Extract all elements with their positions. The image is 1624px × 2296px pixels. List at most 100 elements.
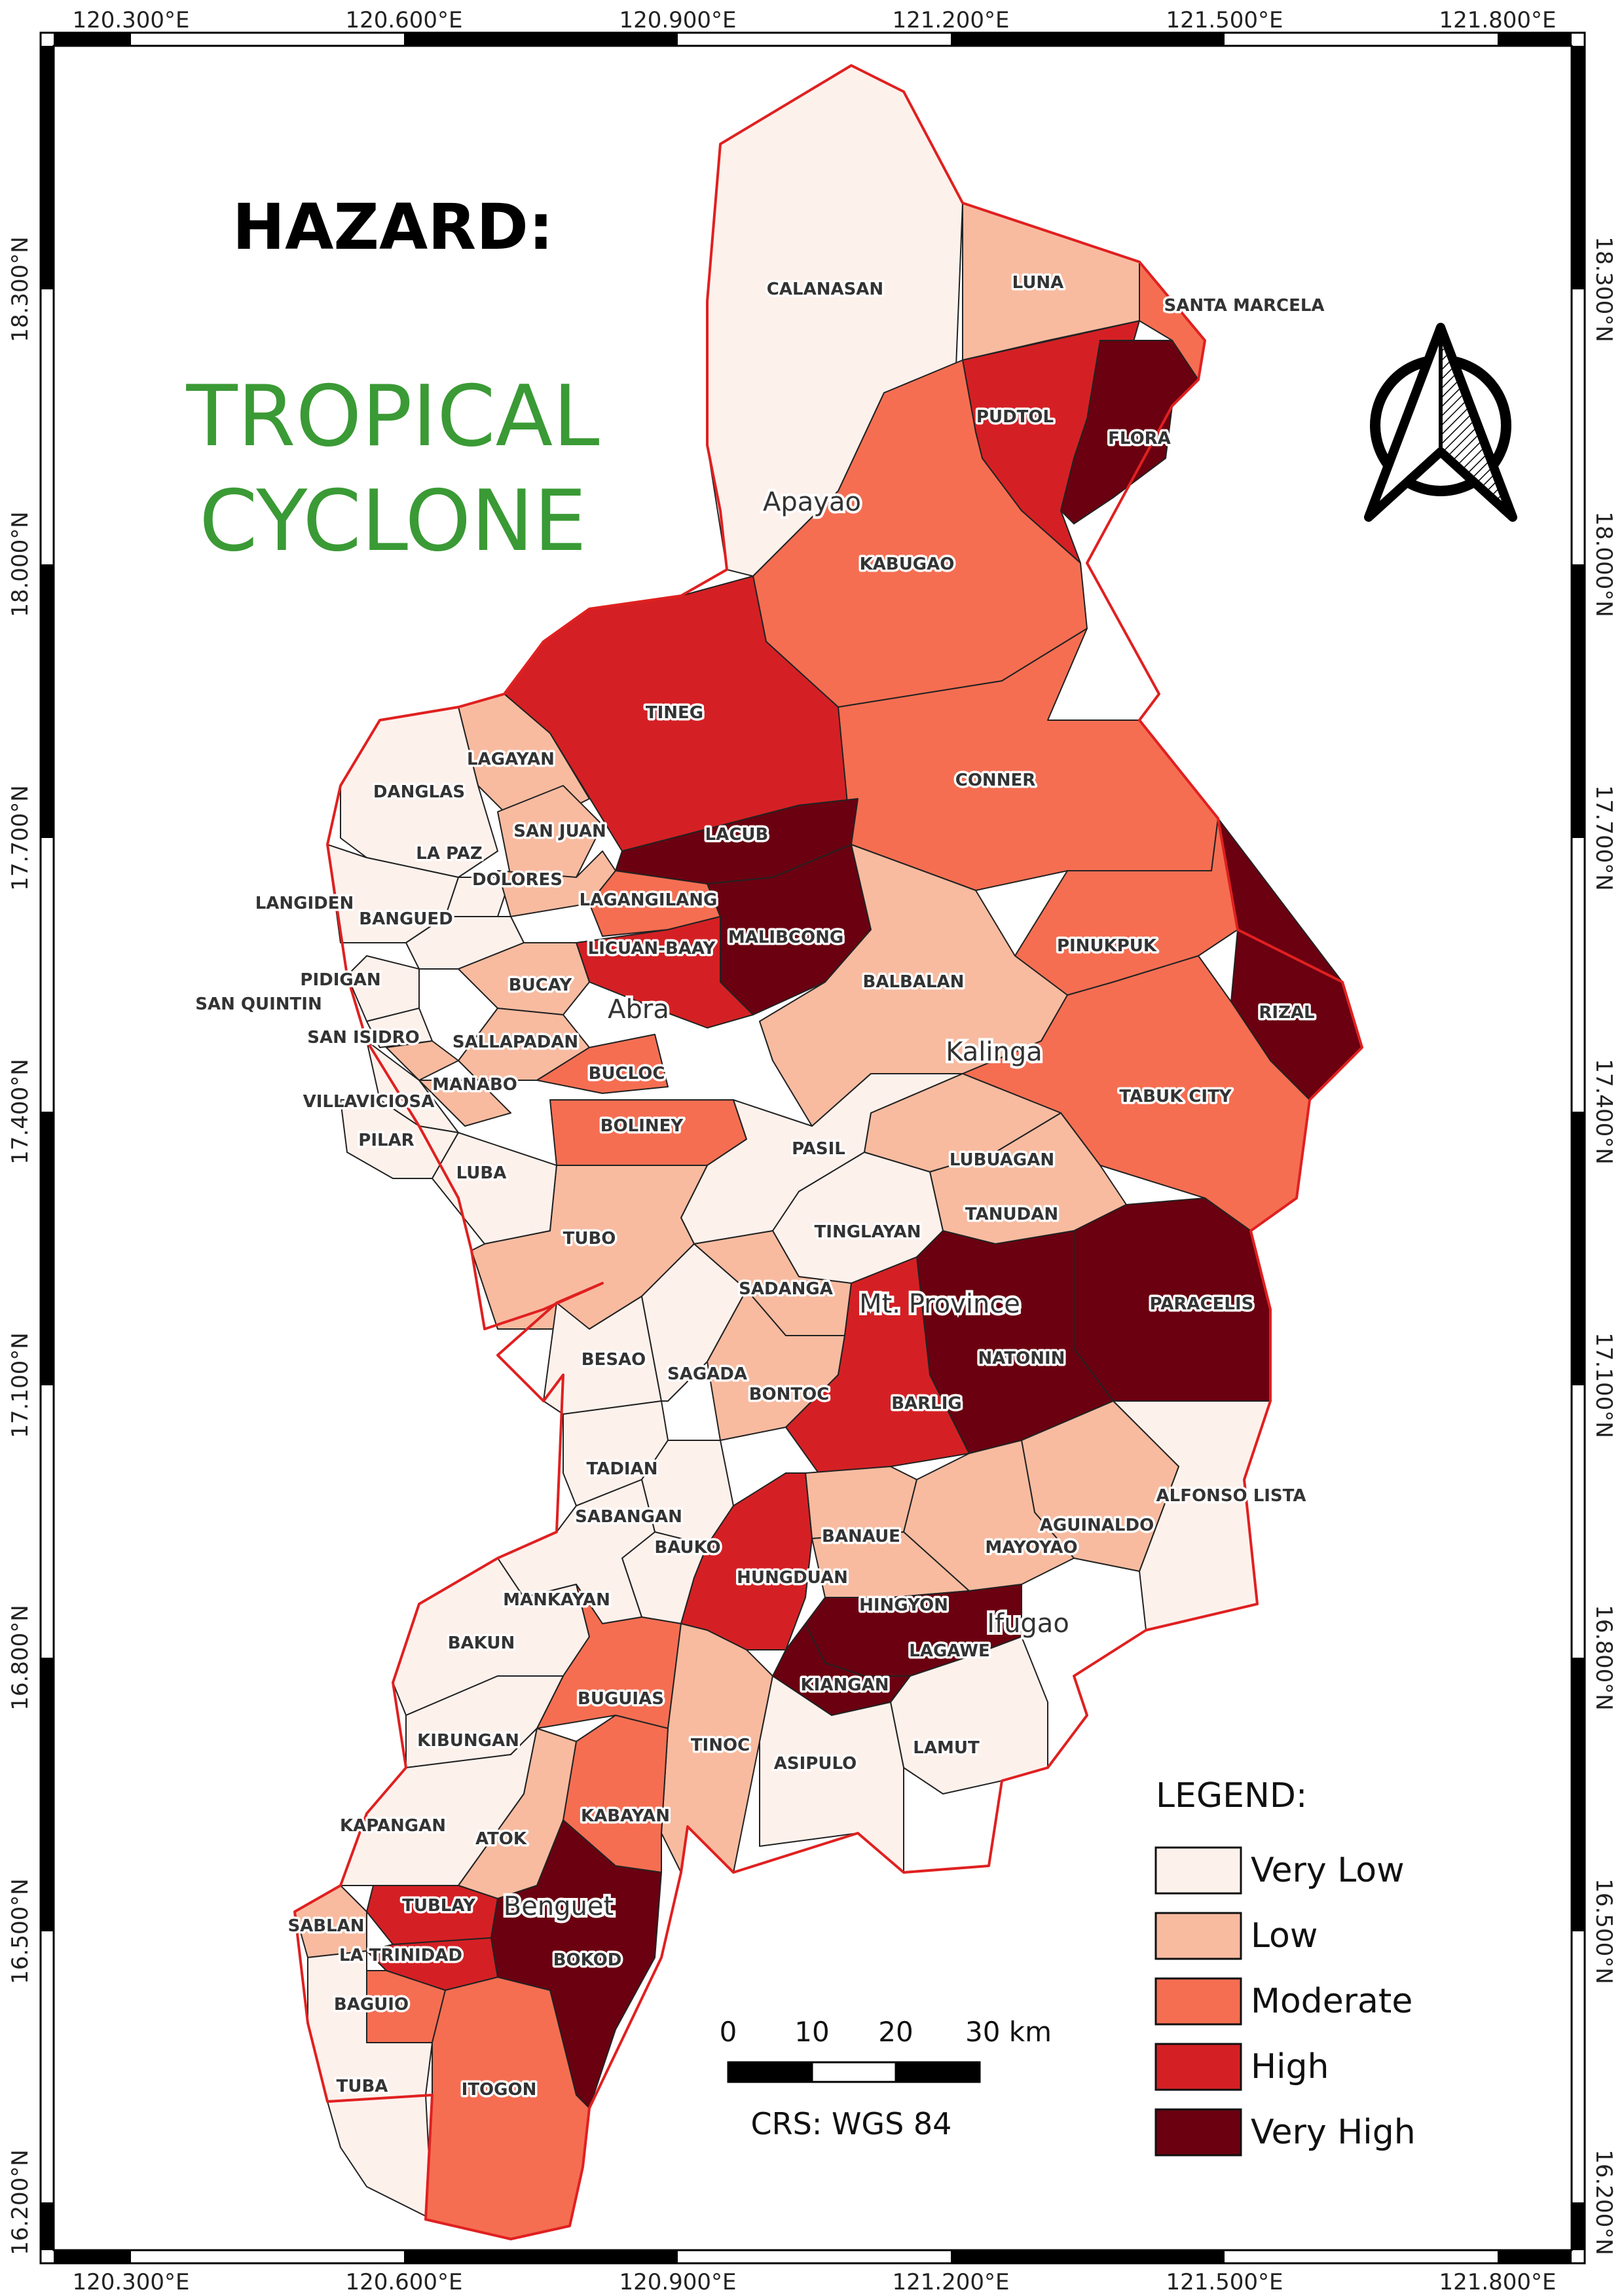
longitude-labels-top: 120.300°E 120.600°E 120.900°E 121.200°E 121.… <box>72 7 1556 33</box>
legend-swatch <box>1154 2108 1242 2157</box>
municipality-label: TUBLAY <box>402 1896 476 1916</box>
title-tropical: TROPICAL <box>185 368 599 465</box>
municipality-label: BARLIG <box>891 1394 962 1413</box>
lat-label-right: 16.200°N <box>1591 2149 1617 2255</box>
municipality-label: LUNA <box>1012 273 1064 293</box>
lon-label-top: 120.300°E <box>72 7 189 33</box>
latitude-labels-right: 18.300°N 18.000°N 17.700°N 17.400°N 17.100°N… <box>1591 236 1617 2255</box>
municipality-label: BUCAY <box>509 975 573 995</box>
lon-label-bottom: 120.900°E <box>619 2269 736 2295</box>
municipality-area <box>576 916 754 1029</box>
lon-label-bottom: 120.300°E <box>72 2269 189 2295</box>
municipality-label: BUGUIAS <box>578 1689 664 1709</box>
legend-title: LEGEND: <box>1156 1776 1307 1815</box>
municipality-label: PINUKPUK <box>1057 936 1157 956</box>
title-hazard: HAZARD: <box>232 191 554 264</box>
legend-swatch <box>1154 1977 1242 2026</box>
municipality-label: CALANASAN <box>767 280 883 299</box>
lon-label-top: 121.800°E <box>1439 7 1556 33</box>
municipality-label: SABLAN <box>287 1916 364 1936</box>
municipality-label: MALIBCONG <box>728 928 843 947</box>
municipality-label: SAN ISIDRO <box>307 1028 419 1048</box>
municipality-label: HUNGDUAN <box>737 1568 848 1588</box>
municipality-area <box>759 1675 904 1873</box>
lat-label-left: 16.500°N <box>7 1878 33 1984</box>
municipality-label: LAGAYAN <box>467 750 555 769</box>
municipality-area <box>418 1080 511 1127</box>
municipality-label: BONTOC <box>749 1385 830 1404</box>
lon-label-top: 120.600°E <box>345 7 462 33</box>
municipality-label: FLORA <box>1108 429 1171 448</box>
lon-label-bottom: 121.800°E <box>1439 2269 1556 2295</box>
municipality-label: PUDTOL <box>976 407 1054 427</box>
province-label: Mt. Province <box>859 1289 1020 1319</box>
lat-label-right: 18.000°N <box>1591 511 1617 617</box>
municipality-label: BANAUE <box>822 1527 900 1546</box>
scale-tick-30: 30 km <box>965 2016 1052 2048</box>
province-label: Kalinga <box>946 1037 1043 1067</box>
municipality-label: KABAYAN <box>581 1806 670 1826</box>
municipality-label: LUBA <box>456 1163 507 1183</box>
lat-label-right: 18.300°N <box>1591 236 1617 342</box>
lon-label-bottom: 121.500°E <box>1166 2269 1283 2295</box>
legend-label: Very High <box>1251 2113 1416 2152</box>
municipality-label: MANABO <box>432 1075 517 1095</box>
lat-label-left: 17.400°N <box>7 1059 33 1164</box>
lat-label-left: 17.700°N <box>7 785 33 890</box>
municipality-label: BUCLOC <box>589 1064 665 1084</box>
lon-label-top: 121.500°E <box>1166 7 1283 33</box>
municipality-labels: CALANASAN LUNA SANTA MARCELA PUDTOL FLORA KAB… <box>193 271 1327 2102</box>
municipality-label: SAN QUINTIN <box>195 994 322 1014</box>
municipality-label: LAGANGILANG <box>580 890 718 910</box>
municipality-label: BESAO <box>581 1350 646 1370</box>
lat-label-right: 16.500°N <box>1591 1878 1617 1984</box>
municipality-label: PARACELIS <box>1150 1294 1254 1314</box>
municipality-label: TINEG <box>646 703 703 723</box>
municipality-label: SAN JUAN <box>513 822 606 841</box>
legend-swatch <box>1154 2043 1242 2091</box>
region-boundary <box>293 64 1363 2240</box>
municipality-label: ALFONSO LISTA <box>1156 1486 1306 1506</box>
municipality-label: TANUDAN <box>965 1205 1058 1224</box>
municipality-area <box>346 955 420 1022</box>
municipality-polygons <box>294 65 1363 2240</box>
municipality-label: AGUINALDO <box>1040 1516 1154 1535</box>
municipality-label: LACUB <box>705 825 769 845</box>
municipality-label: BAKUN <box>448 1633 515 1653</box>
municipality-label: KAPANGAN <box>340 1816 446 1836</box>
municipality-label: BALBALAN <box>863 972 965 992</box>
scale-tick-20: 20 <box>878 2016 913 2048</box>
municipality-label: VILLAVICIOSA <box>303 1092 435 1112</box>
municipality-label: LAGAWE <box>909 1641 989 1661</box>
crs-label: CRS: WGS 84 <box>751 2106 952 2141</box>
municipality-label: LUBUAGAN <box>950 1150 1054 1170</box>
legend: LEGEND: Very Low Low Moderate High Very High <box>1154 1776 1416 2157</box>
municipality-label: ASIPULO <box>774 1754 857 1774</box>
province-label: Apayao <box>763 487 861 517</box>
municipality-label: LA PAZ <box>416 844 482 864</box>
municipality-label: TABUK CITY <box>1119 1087 1232 1106</box>
lon-label-top: 120.900°E <box>619 7 736 33</box>
municipality-label: NATONIN <box>978 1349 1065 1368</box>
municipality-label: HINGYON <box>859 1595 948 1615</box>
lat-label-right: 17.100°N <box>1591 1332 1617 1438</box>
municipality-label: SALLAPADAN <box>452 1032 578 1052</box>
municipality-label: PILAR <box>358 1131 414 1150</box>
municipality-label: TINGLAYAN <box>815 1222 921 1242</box>
municipality-label: TUBO <box>563 1229 616 1248</box>
municipality-label: TADIAN <box>587 1459 658 1479</box>
municipality-label: ITOGON <box>462 2080 537 2100</box>
lat-label-left: 18.300°N <box>7 236 33 342</box>
lon-label-top: 121.200°E <box>892 7 1009 33</box>
legend-label: Low <box>1251 1916 1318 1956</box>
province-label: Abra <box>608 994 669 1025</box>
municipality-label: BAGUIO <box>334 1995 409 2014</box>
municipality-label: TINOC <box>691 1736 750 1755</box>
province-label: Benguet <box>504 1891 614 1922</box>
legend-label: Very Low <box>1251 1851 1405 1890</box>
municipality-label: BOLINEY <box>600 1116 684 1136</box>
latitude-labels-left: 18.300°N 18.000°N 17.700°N 17.400°N 17.100°N… <box>7 236 33 2255</box>
legend-label: High <box>1251 2047 1329 2086</box>
scale-tick-10: 10 <box>794 2016 829 2048</box>
lat-label-right: 17.400°N <box>1591 1059 1617 1164</box>
